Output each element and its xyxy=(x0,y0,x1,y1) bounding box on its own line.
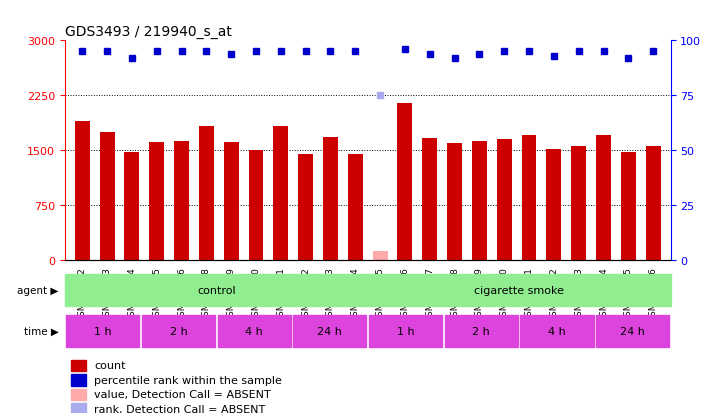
Bar xyxy=(497,140,512,260)
Bar xyxy=(142,316,215,347)
Bar xyxy=(445,316,518,347)
Bar xyxy=(369,316,442,347)
Bar xyxy=(71,389,86,400)
Bar xyxy=(224,143,239,260)
Text: time ▶: time ▶ xyxy=(24,326,59,337)
Bar xyxy=(65,274,368,306)
Bar xyxy=(71,403,86,413)
Text: 1 h: 1 h xyxy=(397,326,415,337)
Text: control: control xyxy=(197,285,236,295)
Text: 4 h: 4 h xyxy=(548,326,566,337)
Bar xyxy=(368,274,671,306)
Bar xyxy=(596,136,611,260)
Text: rank, Detection Call = ABSENT: rank, Detection Call = ABSENT xyxy=(94,404,265,413)
Bar xyxy=(547,149,562,260)
Bar xyxy=(125,152,139,260)
Bar xyxy=(447,143,462,260)
Bar xyxy=(348,154,363,260)
Text: value, Detection Call = ABSENT: value, Detection Call = ABSENT xyxy=(94,389,270,399)
Text: 24 h: 24 h xyxy=(317,326,342,337)
Bar xyxy=(298,154,313,260)
Bar xyxy=(273,127,288,260)
Bar xyxy=(397,103,412,260)
Bar xyxy=(373,252,388,260)
Bar xyxy=(71,360,86,371)
Bar xyxy=(199,127,214,260)
Bar xyxy=(472,142,487,260)
Bar xyxy=(293,316,366,347)
Bar xyxy=(423,139,437,260)
Bar xyxy=(71,374,86,386)
Bar xyxy=(174,142,189,260)
Bar xyxy=(621,152,636,260)
Text: 24 h: 24 h xyxy=(620,326,645,337)
Text: GDS3493 / 219940_s_at: GDS3493 / 219940_s_at xyxy=(65,25,231,39)
Text: 1 h: 1 h xyxy=(94,326,112,337)
Bar xyxy=(99,133,115,260)
Bar xyxy=(521,136,536,260)
Text: 4 h: 4 h xyxy=(245,326,263,337)
Text: 2 h: 2 h xyxy=(169,326,187,337)
Bar xyxy=(218,316,291,347)
Text: percentile rank within the sample: percentile rank within the sample xyxy=(94,375,282,385)
Bar xyxy=(75,121,89,260)
Bar xyxy=(66,316,139,347)
Bar xyxy=(646,146,660,260)
Text: cigarette smoke: cigarette smoke xyxy=(474,285,564,295)
Bar xyxy=(596,316,669,347)
Bar xyxy=(521,316,593,347)
Text: count: count xyxy=(94,361,125,370)
Bar xyxy=(323,138,338,260)
Text: 2 h: 2 h xyxy=(472,326,490,337)
Bar xyxy=(149,143,164,260)
Text: agent ▶: agent ▶ xyxy=(17,285,59,295)
Bar xyxy=(249,151,263,260)
Bar xyxy=(571,146,586,260)
